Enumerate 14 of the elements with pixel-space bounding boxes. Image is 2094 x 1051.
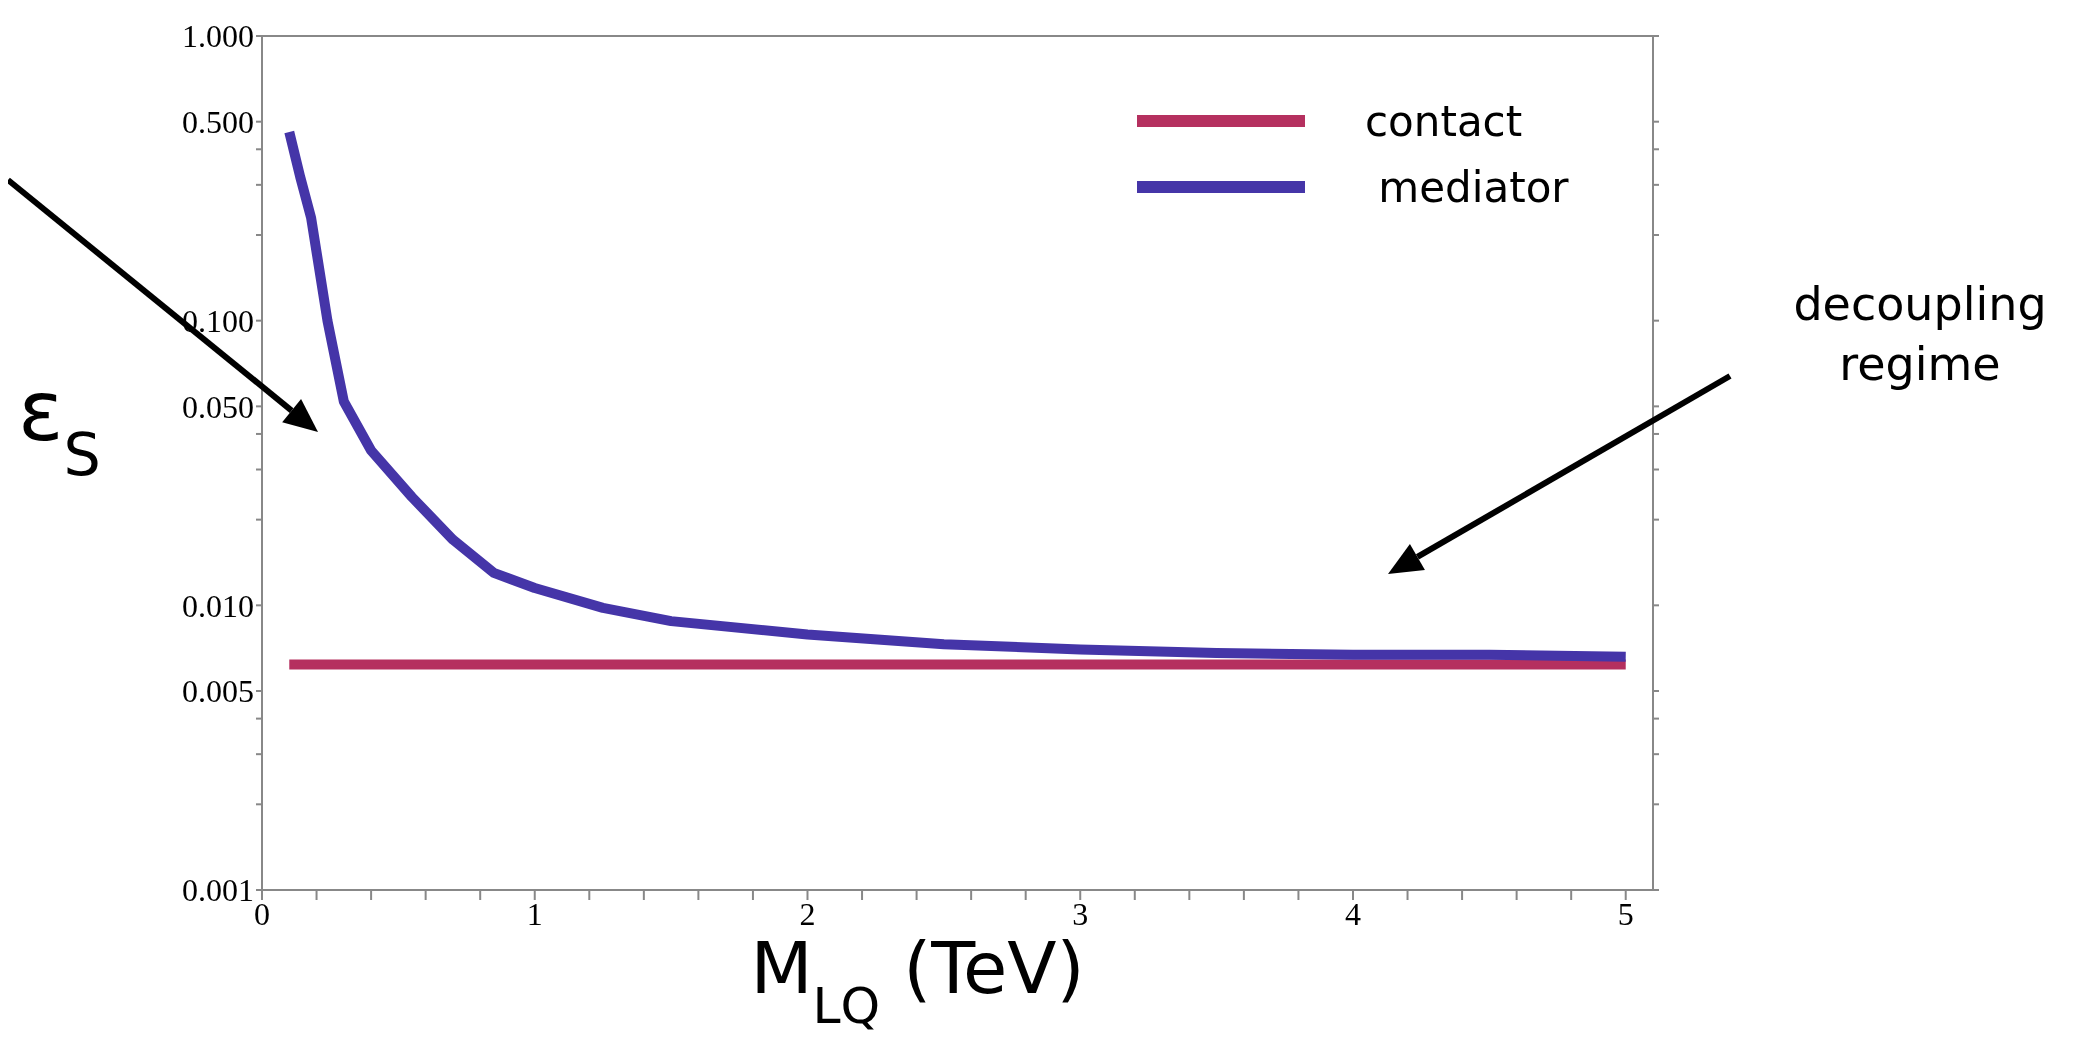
legend-label: contact <box>1365 96 1523 146</box>
text: decoupling regime <box>1793 277 2047 391</box>
x-tick-label: 5 <box>1617 895 1634 932</box>
y-axis-title: ε$_{S}$ <box>18 362 101 489</box>
y-tick-label: 0.010 <box>182 587 254 624</box>
x-tick-label: 0 <box>254 895 270 932</box>
y-tick-label: 0.005 <box>182 673 254 710</box>
x-tick-label: 4 <box>1344 895 1361 932</box>
legend-label: mediator <box>1377 162 1569 212</box>
y-tick-label: 0.500 <box>182 104 254 141</box>
y-tick-label: 1.000 <box>182 18 254 55</box>
x-tick-label: 1 <box>526 895 543 932</box>
y-tick-label: 0.001 <box>182 872 254 909</box>
y-tick-label: 0.050 <box>182 388 254 425</box>
